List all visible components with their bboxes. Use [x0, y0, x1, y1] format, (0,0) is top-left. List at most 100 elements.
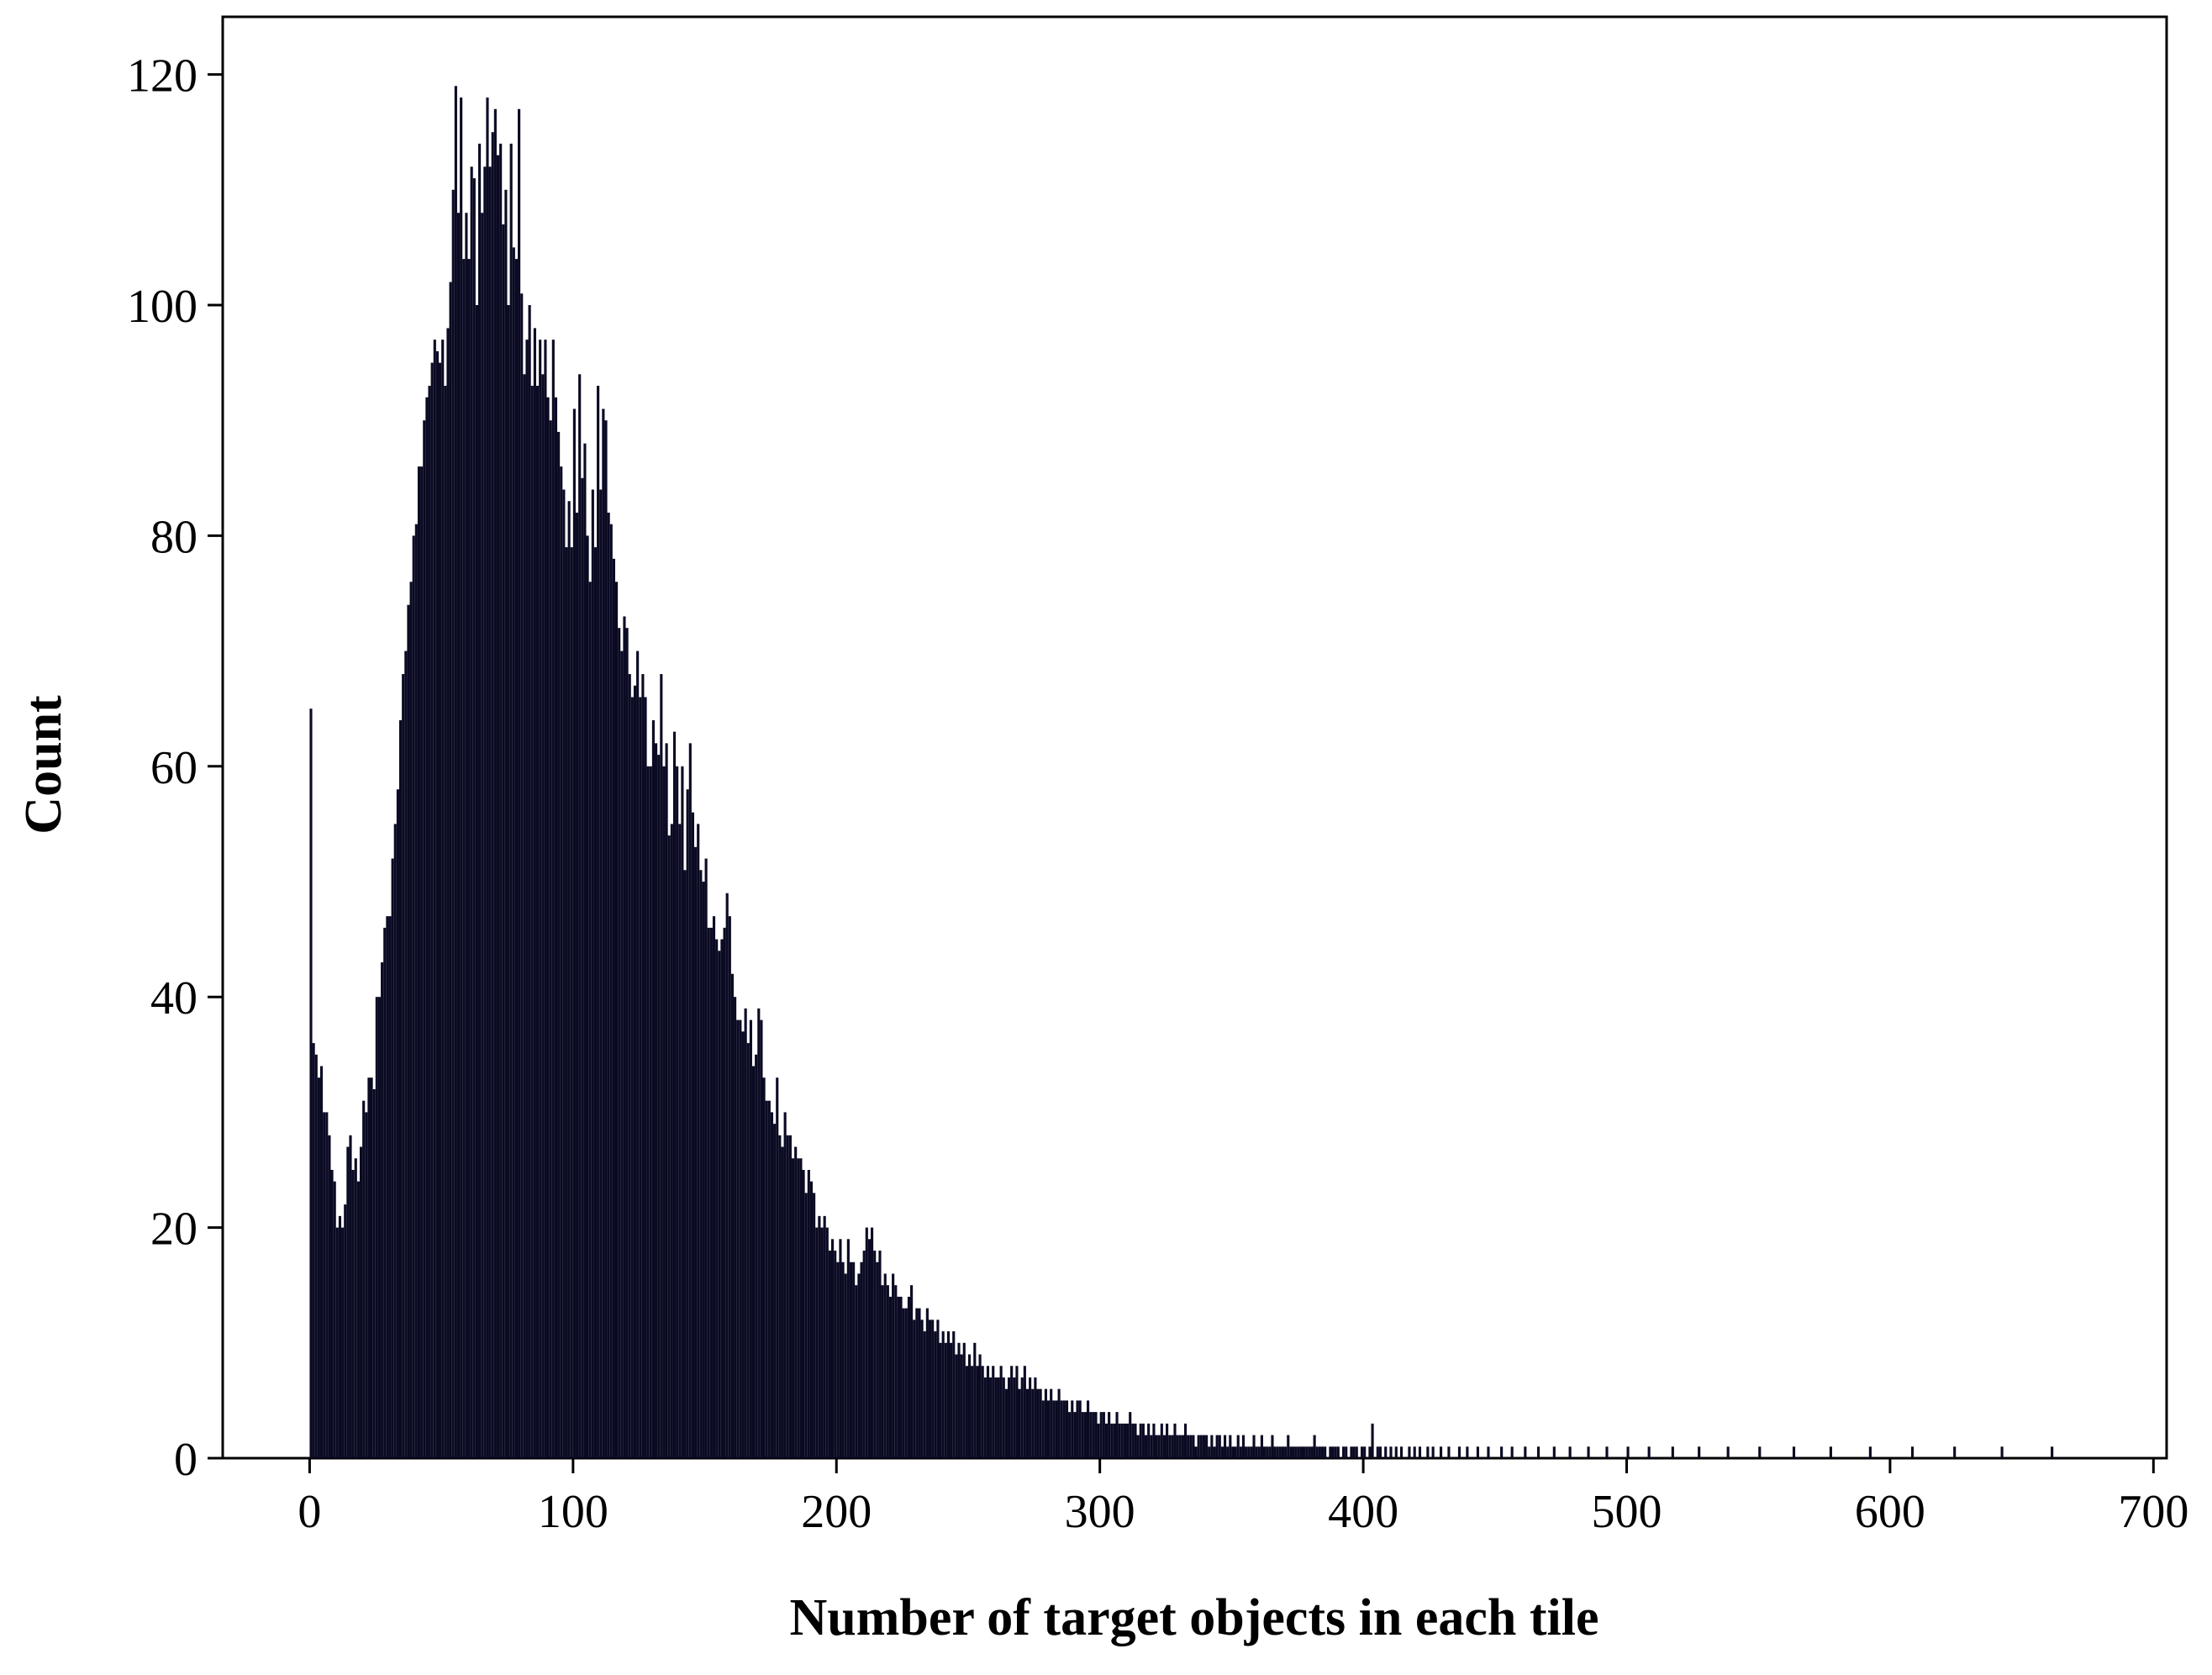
histogram-bar	[633, 685, 637, 1458]
histogram-bar	[520, 293, 524, 1458]
histogram-bar	[1447, 1446, 1451, 1458]
histogram-bar	[904, 1308, 908, 1458]
histogram-bar	[823, 1215, 826, 1458]
histogram-bar	[1378, 1446, 1382, 1458]
histogram-bar	[830, 1239, 835, 1458]
histogram-bar	[1052, 1400, 1056, 1458]
histogram-bar	[330, 1170, 334, 1458]
histogram-bar	[849, 1262, 853, 1458]
x-tick-label: 600	[1855, 1486, 1925, 1538]
histogram-bar	[354, 1158, 357, 1458]
histogram-bar	[862, 1251, 866, 1458]
histogram-bar	[372, 1088, 376, 1458]
histogram-bar	[470, 166, 473, 1459]
histogram-bar	[707, 927, 710, 1458]
histogram-bar	[1199, 1435, 1203, 1458]
histogram-bar	[1266, 1446, 1269, 1458]
histogram-bar	[813, 1193, 816, 1458]
histogram-bar	[976, 1366, 979, 1458]
histogram-bar	[657, 755, 661, 1458]
histogram-bar	[344, 1204, 347, 1458]
histogram-bar	[1083, 1412, 1087, 1458]
histogram-bar	[1157, 1435, 1161, 1458]
histogram-bar	[925, 1308, 929, 1458]
histogram-bar	[1292, 1446, 1295, 1458]
histogram-bar	[417, 466, 421, 1458]
histogram-bar	[1352, 1446, 1356, 1458]
histogram-bar	[1313, 1435, 1316, 1458]
histogram-bar	[335, 1227, 339, 1458]
histogram-bar	[1104, 1423, 1109, 1458]
histogram-bar	[952, 1331, 956, 1458]
histogram-bar	[1073, 1412, 1077, 1458]
histogram-bar	[365, 1112, 368, 1458]
histogram-bar	[525, 340, 529, 1458]
histogram-bar	[562, 489, 566, 1458]
histogram-bar	[799, 1158, 803, 1458]
histogram-bar	[1260, 1435, 1263, 1458]
histogram-bar	[762, 1077, 766, 1458]
histogram-bar	[1197, 1435, 1200, 1458]
histogram-bar	[1150, 1435, 1153, 1458]
histogram-bar	[444, 386, 447, 1458]
histogram-bar	[530, 386, 534, 1458]
histogram-bar	[449, 282, 452, 1458]
histogram-bar	[957, 1342, 961, 1458]
histogram-bar	[486, 97, 489, 1458]
histogram-bar	[644, 697, 647, 1458]
histogram-bar	[1210, 1435, 1214, 1458]
histogram-bar	[1039, 1388, 1042, 1458]
histogram-bar	[1345, 1446, 1348, 1458]
histogram-bar	[1129, 1412, 1132, 1458]
histogram-bar	[523, 374, 526, 1458]
histogram-bar	[1097, 1423, 1100, 1458]
histogram-bar	[946, 1331, 951, 1458]
histogram-bar	[867, 1239, 871, 1458]
histogram-bar	[660, 674, 663, 1458]
histogram-bar	[1284, 1446, 1288, 1458]
histogram-bar	[1287, 1435, 1290, 1458]
histogram-bar	[512, 247, 515, 1458]
histogram-bar	[1025, 1388, 1030, 1458]
histogram-bar	[1147, 1423, 1151, 1458]
histogram-bar	[941, 1331, 945, 1458]
histogram-bar	[2051, 1446, 2054, 1458]
histogram-bar	[755, 1054, 758, 1458]
histogram-bar	[734, 997, 737, 1458]
y-axis-label: Count	[15, 695, 72, 835]
histogram-bar	[786, 1135, 789, 1458]
histogram-bar	[1334, 1446, 1337, 1458]
histogram-bar	[507, 305, 510, 1458]
histogram-bar	[388, 916, 392, 1458]
histogram-bar	[876, 1262, 879, 1458]
histogram-bar	[672, 731, 677, 1458]
histogram-bar	[496, 155, 500, 1458]
histogram-bar	[623, 616, 626, 1458]
histogram-bar	[1141, 1423, 1145, 1458]
histogram-bar	[1671, 1446, 1674, 1458]
histogram-bar	[728, 916, 731, 1458]
histogram-bar	[1134, 1423, 1137, 1458]
histogram-bar	[423, 420, 426, 1459]
histogram-bar	[720, 939, 724, 1458]
histogram-bar	[1099, 1412, 1103, 1458]
histogram-bar	[1160, 1423, 1163, 1458]
histogram-bar	[836, 1262, 840, 1458]
histogram-bar	[1078, 1400, 1082, 1458]
histogram-bar	[628, 674, 631, 1458]
y-tick-label: 40	[150, 972, 198, 1024]
histogram-bar	[1281, 1446, 1285, 1458]
histogram-bar	[1081, 1412, 1084, 1458]
histogram-bar	[934, 1331, 937, 1458]
histogram-bar	[1166, 1423, 1169, 1458]
histogram-bar	[776, 1077, 779, 1458]
histogram-bar	[1131, 1423, 1135, 1458]
histogram-bar	[1173, 1423, 1177, 1458]
histogram-bar	[1241, 1435, 1246, 1458]
histogram-bar	[1245, 1446, 1248, 1458]
histogram-bar	[791, 1158, 795, 1458]
histogram-bar	[567, 501, 571, 1458]
histogram-bar	[1308, 1446, 1311, 1458]
histogram-bar	[1342, 1446, 1346, 1458]
histogram-bar	[1439, 1446, 1443, 1458]
